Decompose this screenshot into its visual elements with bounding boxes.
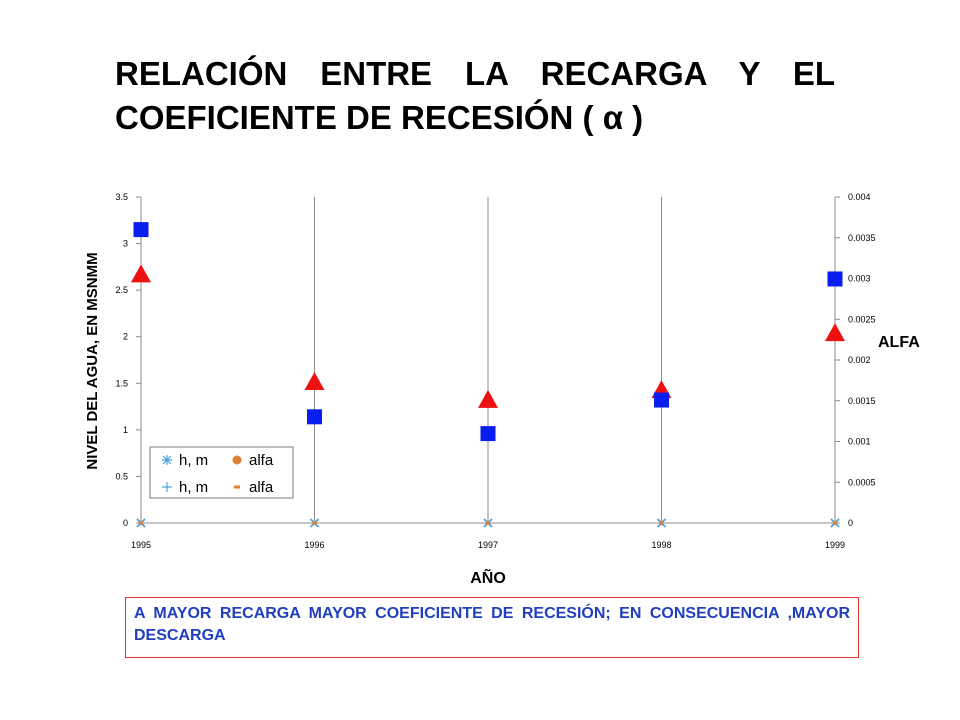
y2-tick-label: 0.002	[848, 355, 871, 365]
data-point-circle	[485, 520, 491, 526]
y2-tick-label: 0.001	[848, 437, 871, 447]
legend-marker-plus	[162, 482, 172, 492]
legend-marker-circle	[232, 455, 242, 465]
y2-tick-label: 0.0005	[848, 477, 876, 487]
y2-tick-label: 0	[848, 518, 853, 528]
y-tick-label: 1	[123, 425, 128, 435]
data-point-circle	[138, 520, 144, 526]
y2-tick-label: 0.003	[848, 274, 871, 284]
y-tick-label: 3.5	[115, 192, 128, 202]
legend-label: alfa	[249, 452, 274, 469]
title-line-2: COEFICIENTE DE RECESIÓN ( α )	[115, 99, 644, 136]
y2-tick-label: 0.0025	[848, 314, 876, 324]
y-tick-label: 2.5	[115, 285, 128, 295]
y-tick-label: 0.5	[115, 471, 128, 481]
title-line-1: RELACIÓN ENTRE LA RECARGA Y EL	[115, 55, 835, 92]
data-point-square	[480, 426, 496, 442]
y-tick-label: 2	[123, 332, 128, 342]
legend-label: h, m	[179, 452, 208, 469]
y2-tick-label: 0.0035	[848, 233, 876, 243]
y2-tick-label: 0.004	[848, 192, 871, 202]
x-axis-title: AÑO	[470, 567, 506, 587]
conclusion-box: A MAYOR RECARGA MAYOR COEFICIENTE DE REC…	[125, 597, 859, 658]
x-tick-label: 1999	[825, 540, 845, 550]
x-tick-label: 1997	[478, 540, 498, 550]
legend-box	[149, 446, 294, 499]
y-axis-title: NIVEL DEL AGUA, EN MSNMM	[84, 252, 101, 469]
legend-label: alfa	[249, 479, 274, 496]
x-tick-label: 1998	[651, 540, 671, 550]
y-tick-label: 1.5	[115, 378, 128, 388]
legend-label: h, m	[179, 479, 208, 496]
data-point-triangle	[131, 264, 151, 283]
data-point-triangle	[825, 323, 845, 342]
legend-marker-asterisk	[162, 455, 172, 465]
y2-tick-label: 0.0015	[848, 396, 876, 406]
x-tick-label: 1995	[131, 540, 151, 550]
data-point-triangle	[304, 372, 325, 391]
data-point-square	[654, 392, 669, 408]
data-point-circle	[832, 520, 838, 526]
y-tick-label: 3	[123, 239, 128, 249]
slide-title: RELACIÓN ENTRE LA RECARGA Y EL COEFICIEN…	[115, 52, 835, 140]
data-point-square	[133, 222, 149, 238]
data-point-circle	[312, 520, 317, 526]
y-tick-label: 0	[123, 518, 128, 528]
y2-axis-title: ALFA	[878, 334, 920, 351]
data-point-square	[827, 271, 843, 287]
data-point-triangle	[478, 389, 498, 408]
data-point-square	[307, 409, 322, 425]
legend-marker-dash	[234, 485, 240, 489]
x-tick-label: 1996	[304, 540, 324, 550]
data-point-circle	[659, 520, 664, 526]
